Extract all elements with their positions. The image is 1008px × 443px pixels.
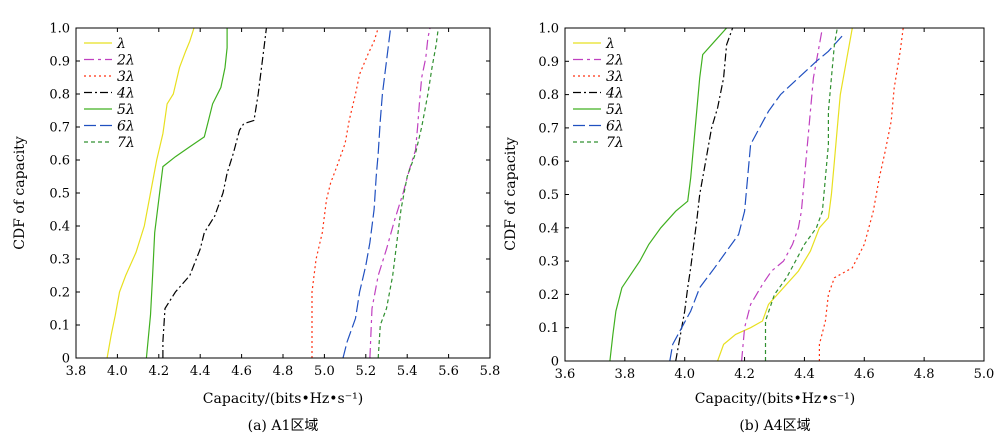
legend-label-b-5: 5λ bbox=[606, 102, 624, 118]
series-line-b-2 bbox=[741, 28, 823, 361]
x-tick-label-b-6: 4.8 bbox=[914, 367, 935, 382]
y-axis-a: 0 0.1 0.2 0.3 0.4 0.5 0.6 0.7 0.8 0.9 1.0 bbox=[49, 22, 490, 367]
y-tick-label-a-9: 0.9 bbox=[49, 55, 70, 70]
plot-area-a bbox=[106, 28, 439, 358]
legend-label-a-6: 6λ bbox=[117, 119, 135, 135]
y-tick-label-b-7: 0.7 bbox=[538, 121, 559, 136]
legend-label-a-2: 2λ bbox=[116, 53, 135, 69]
x-tick-label-a-3: 4.4 bbox=[190, 364, 211, 379]
series-line-b-7 bbox=[764, 28, 838, 361]
y-tick-label-a-3: 0.3 bbox=[49, 253, 70, 268]
chart-panel-a: 3.8 4.0 4.2 4.4 4.6 4.8 5.0 5.2 5.4 5.6 5.8 0 0.1 0.… bbox=[12, 22, 500, 435]
y-tick-label-a-1: 0.1 bbox=[49, 319, 70, 334]
x-tick-label-b-3: 4.2 bbox=[734, 367, 755, 382]
y-tick-label-a-6: 0.6 bbox=[49, 154, 70, 169]
legend-label-b-2: 2λ bbox=[605, 53, 624, 69]
y-tick-label-b-10: 1.0 bbox=[538, 22, 559, 37]
legend-label-a-1: λ bbox=[116, 36, 126, 52]
legend-label-b-1: λ bbox=[605, 36, 615, 52]
y-tick-label-b-0: 0 bbox=[551, 355, 559, 370]
y-tick-label-b-1: 0.1 bbox=[538, 321, 559, 336]
series-line-b-6 bbox=[669, 34, 844, 361]
x-tick-label-b-1: 3.8 bbox=[615, 367, 636, 382]
x-tick-label-a-4: 4.6 bbox=[231, 364, 252, 379]
legend-label-b-6: 6λ bbox=[606, 119, 624, 135]
y-tick-label-b-9: 0.9 bbox=[538, 55, 559, 70]
y-tick-label-a-4: 0.4 bbox=[49, 220, 70, 235]
legend-label-a-7: 7λ bbox=[117, 135, 135, 151]
y-tick-label-b-4: 0.4 bbox=[538, 221, 559, 236]
series-line-b-4 bbox=[675, 28, 734, 361]
y-axis-label-b: CDF of capacity bbox=[503, 137, 519, 251]
series-line-a-4 bbox=[162, 28, 267, 358]
y-tick-label-a-10: 1.0 bbox=[49, 22, 70, 37]
legend-label-a-5: 5λ bbox=[117, 102, 135, 118]
x-tick-label-b-5: 4.6 bbox=[854, 367, 875, 382]
y-tick-label-a-8: 0.8 bbox=[49, 88, 70, 103]
series-line-b-1 bbox=[717, 28, 853, 361]
x-axis-label-b: Capacity/(bits•Hz•s⁻¹) bbox=[695, 391, 855, 407]
legend-label-b-3: 3λ bbox=[606, 69, 624, 85]
x-tick-label-a-8: 5.4 bbox=[397, 364, 418, 379]
x-tick-label-a-9: 5.6 bbox=[438, 364, 459, 379]
caption-b: (b) A4区域 bbox=[739, 418, 810, 434]
x-tick-label-b-2: 4.0 bbox=[674, 367, 695, 382]
legend-label-a-3: 3λ bbox=[117, 69, 135, 85]
x-axis-b: 3.6 3.8 4.0 4.2 4.4 4.6 4.8 5.0 bbox=[555, 28, 995, 382]
plot-frame-a bbox=[75, 27, 491, 359]
legend-label-b-7: 7λ bbox=[606, 135, 624, 151]
caption-a: (a) A1区域 bbox=[248, 418, 319, 434]
plot-frame-b bbox=[564, 27, 985, 362]
x-tick-label-a-5: 4.8 bbox=[273, 364, 294, 379]
x-tick-label-a-2: 4.2 bbox=[148, 364, 169, 379]
legend-label-a-4: 4λ bbox=[116, 86, 135, 102]
x-tick-label-a-0: 3.8 bbox=[66, 364, 87, 379]
y-axis-label-a: CDF of capacity bbox=[12, 136, 28, 250]
y-tick-label-b-5: 0.5 bbox=[538, 188, 559, 203]
x-tick-label-a-6: 5.0 bbox=[314, 364, 335, 379]
x-tick-label-b-7: 5.0 bbox=[974, 367, 995, 382]
x-axis-a: 3.8 4.0 4.2 4.4 4.6 4.8 5.0 5.2 5.4 5.6 5.8 bbox=[66, 28, 501, 379]
series-line-a-2 bbox=[369, 28, 431, 358]
series-line-a-3 bbox=[311, 28, 379, 358]
y-tick-label-b-2: 0.2 bbox=[538, 288, 559, 303]
plot-area-b bbox=[609, 28, 904, 361]
series-line-b-5 bbox=[609, 28, 728, 361]
y-tick-label-a-7: 0.7 bbox=[49, 121, 70, 136]
series-line-b-3 bbox=[818, 28, 904, 361]
y-tick-label-a-0: 0 bbox=[62, 352, 70, 367]
series-line-a-6 bbox=[342, 28, 392, 358]
y-axis-b: 0 0.1 0.2 0.3 0.4 0.5 0.6 0.7 0.8 0.9 1.0 bbox=[538, 22, 984, 370]
x-tick-label-b-0: 3.6 bbox=[555, 367, 576, 382]
y-tick-label-a-5: 0.5 bbox=[49, 187, 70, 202]
series-line-a-5 bbox=[145, 28, 228, 358]
x-axis-label-a: Capacity/(bits•Hz•s⁻¹) bbox=[203, 391, 363, 407]
x-tick-label-a-1: 4.0 bbox=[107, 364, 128, 379]
legend-label-b-4: 4λ bbox=[605, 86, 624, 102]
x-tick-label-a-7: 5.2 bbox=[355, 364, 376, 379]
y-tick-label-b-3: 0.3 bbox=[538, 255, 559, 270]
y-tick-label-b-8: 0.8 bbox=[538, 88, 559, 103]
chart-panel-b: 3.6 3.8 4.0 4.2 4.4 4.6 4.8 5.0 0 0.1 0.2 0.3 0.4 0.… bbox=[503, 22, 994, 435]
x-tick-label-b-4: 4.4 bbox=[794, 367, 815, 382]
y-tick-label-b-6: 0.6 bbox=[538, 155, 559, 170]
series-line-a-7 bbox=[377, 28, 439, 358]
x-tick-label-a-10: 5.8 bbox=[480, 364, 501, 379]
y-tick-label-a-2: 0.2 bbox=[49, 286, 70, 301]
series-line-a-1 bbox=[106, 28, 195, 358]
